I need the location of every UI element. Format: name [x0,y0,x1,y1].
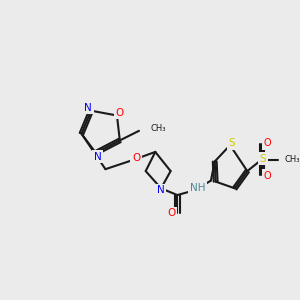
Text: O: O [116,108,124,118]
Text: O: O [167,208,176,218]
Text: CH₃: CH₃ [151,124,166,134]
Text: N: N [94,152,102,162]
Text: N: N [84,103,92,113]
Text: O: O [264,171,271,181]
Text: CH₃: CH₃ [285,155,300,164]
Text: O: O [132,153,140,163]
Text: S: S [229,138,235,148]
Text: NH: NH [190,183,205,193]
Text: S: S [259,154,266,164]
Text: O: O [264,138,271,148]
Text: N: N [157,185,165,195]
